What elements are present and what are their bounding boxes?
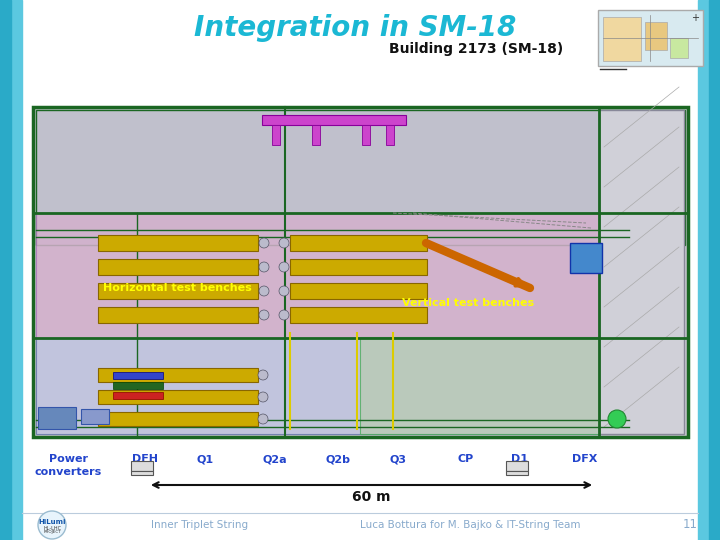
Bar (599, 110, 684, 434)
Circle shape (279, 262, 289, 272)
Bar (98, 368, 258, 382)
Bar (113, 392, 163, 399)
Polygon shape (709, 0, 720, 540)
Circle shape (279, 310, 289, 320)
Bar (98, 307, 258, 323)
Text: Vertical test benches: Vertical test benches (402, 298, 534, 308)
Circle shape (259, 262, 269, 272)
Polygon shape (0, 0, 22, 540)
Bar (645, 22, 667, 50)
Bar (98, 390, 258, 404)
Text: converters: converters (35, 467, 102, 477)
Text: +: + (691, 13, 699, 23)
Bar (670, 38, 688, 58)
Bar (131, 461, 153, 471)
Bar (506, 461, 528, 471)
Text: Q1: Q1 (197, 454, 214, 464)
Text: HiLumi: HiLumi (38, 519, 66, 525)
Bar (362, 125, 370, 145)
Text: 11: 11 (683, 518, 698, 531)
Bar (98, 412, 258, 426)
Bar (603, 17, 641, 61)
Bar (33, 107, 688, 437)
Bar (262, 115, 406, 125)
Bar (38, 407, 76, 429)
Text: Q2a: Q2a (263, 454, 287, 464)
Text: Inner Triplet String: Inner Triplet String (151, 520, 248, 530)
Circle shape (259, 286, 269, 296)
Bar (98, 283, 258, 299)
Text: Q3: Q3 (390, 454, 407, 464)
Text: 60 m: 60 m (352, 490, 390, 504)
Text: PROJECT: PROJECT (43, 530, 61, 534)
Bar (506, 471, 528, 475)
Bar (290, 259, 427, 275)
Text: Luca Bottura for M. Bajko & IT-String Team: Luca Bottura for M. Bajko & IT-String Te… (360, 520, 580, 530)
Bar (113, 372, 163, 379)
Text: D1: D1 (511, 454, 528, 464)
Text: Horizontal test benches: Horizontal test benches (103, 283, 251, 293)
Text: CP: CP (458, 454, 474, 464)
Polygon shape (0, 0, 11, 540)
Text: HL-LHC: HL-LHC (43, 525, 61, 530)
Bar (570, 243, 602, 273)
Bar (312, 125, 320, 145)
Circle shape (258, 414, 268, 424)
Circle shape (38, 511, 66, 539)
Bar (98, 235, 258, 251)
Polygon shape (698, 0, 720, 540)
Bar (81, 409, 109, 424)
Bar (36, 110, 685, 245)
Text: DFH: DFH (132, 454, 158, 464)
Bar (360, 337, 599, 434)
Text: Integration in SM-18: Integration in SM-18 (194, 14, 516, 42)
Text: Q2b: Q2b (325, 454, 351, 464)
Bar (98, 259, 258, 275)
Circle shape (258, 392, 268, 402)
Text: Building 2173 (SM-18): Building 2173 (SM-18) (389, 42, 563, 56)
Bar (272, 125, 280, 145)
Bar (131, 471, 153, 475)
Bar (290, 283, 427, 299)
Bar (36, 338, 599, 434)
Bar (36, 213, 599, 338)
Bar (290, 307, 427, 323)
Circle shape (258, 370, 268, 380)
Bar (113, 382, 163, 389)
Bar (290, 235, 427, 251)
Text: DFX: DFX (572, 454, 598, 464)
Circle shape (259, 238, 269, 248)
Circle shape (259, 310, 269, 320)
Bar (598, 10, 703, 66)
Text: Power: Power (48, 454, 88, 464)
Circle shape (279, 238, 289, 248)
Circle shape (608, 410, 626, 428)
Bar (386, 125, 394, 145)
Circle shape (279, 286, 289, 296)
